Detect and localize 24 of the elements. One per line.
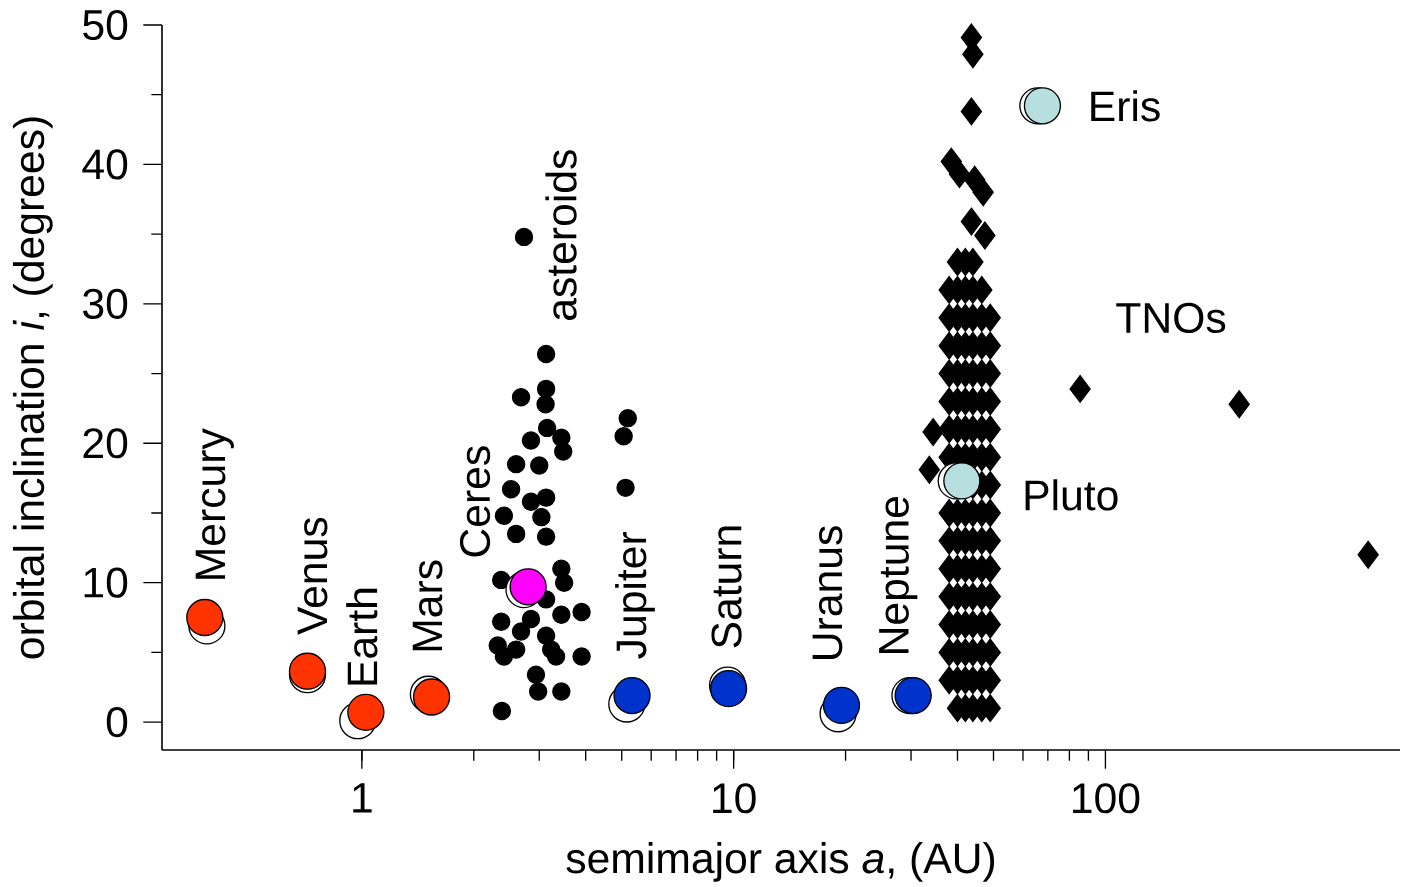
annotation: Mars <box>412 560 443 651</box>
annotation: Earth <box>346 588 378 685</box>
x-tick-label: 100 <box>1073 783 1140 814</box>
annotation: TNOs <box>1116 302 1226 334</box>
annotation: Eris <box>1091 90 1160 122</box>
y-tick-label: 40 <box>82 149 128 180</box>
y-tick-label: 50 <box>83 9 128 41</box>
annotation: asteroids <box>545 150 577 320</box>
annotation: Ceres <box>459 446 491 557</box>
y-tick-label: 0 <box>106 707 128 738</box>
annotation: Saturn <box>711 526 742 648</box>
annotation: Uranus <box>812 526 843 659</box>
annotation: Neptune <box>879 497 918 653</box>
annotation: Pluto <box>1025 479 1118 511</box>
y-tick-label: 20 <box>83 428 128 459</box>
y-tick-label: 10 <box>84 567 128 598</box>
annotation: Mercury <box>195 428 234 579</box>
y-axis-title: orbital inclination i, (degrees) <box>12 117 53 659</box>
annotation: Venus <box>297 517 328 635</box>
y-tick-label: 30 <box>83 288 128 319</box>
x-tick-label: 1 <box>353 783 372 813</box>
x-tick-label: 10 <box>713 783 756 814</box>
x-axis-title: semimajor axis a, (AU) <box>566 842 995 882</box>
annotation: Jupiter <box>615 532 655 659</box>
